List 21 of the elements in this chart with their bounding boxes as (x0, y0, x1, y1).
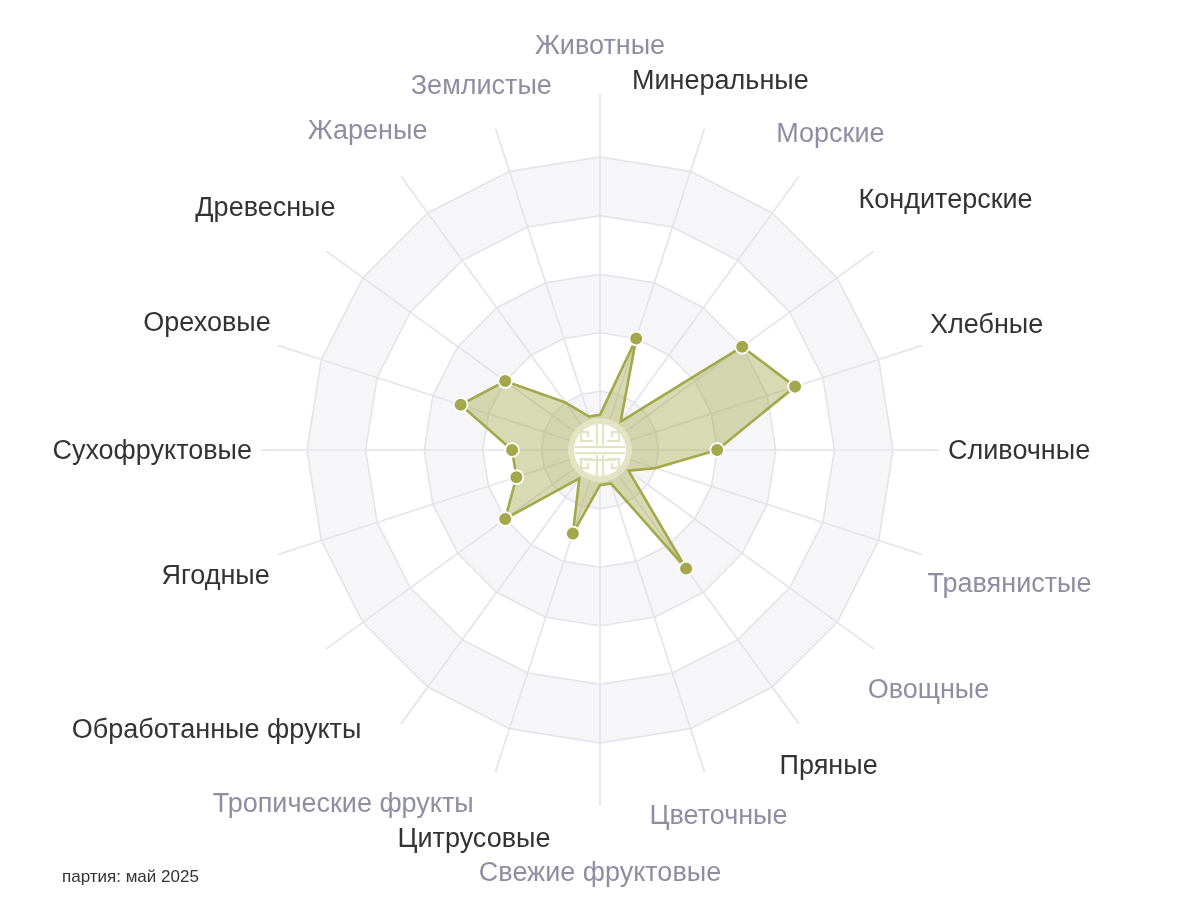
spoke-label: Жареные (307, 115, 428, 146)
spoke-label: Животные (534, 30, 666, 60)
spoke-label: Землистые (410, 69, 552, 100)
spoke-label: Сливочные (948, 435, 1091, 465)
spoke-label: Свежие фруктовые (478, 857, 722, 888)
spoke-label: Тропические фрукты (212, 788, 474, 819)
spoke-label: Пряные (779, 749, 878, 780)
spoke-label: Цветочные (649, 799, 788, 830)
spoke-label: Кондитерские (858, 183, 1033, 214)
spoke-label: Минеральные (632, 64, 809, 95)
spoke-label: Древесные (195, 191, 336, 222)
spoke-label: Цитрусовые (397, 822, 551, 853)
spoke-label: Хлебные (929, 309, 1044, 340)
spoke-label: Ягодные (161, 559, 270, 590)
spoke-label: Травянистые (927, 568, 1092, 599)
spoke-label: Овощные (867, 673, 990, 704)
spoke-label: Обработанные фрукты (71, 713, 362, 744)
text: партия: май 2025 (62, 867, 199, 886)
spoke-label: Сухофруктовые (52, 435, 252, 465)
spoke-label: Морские (776, 117, 885, 148)
spoke-label: Ореховые (143, 307, 271, 338)
